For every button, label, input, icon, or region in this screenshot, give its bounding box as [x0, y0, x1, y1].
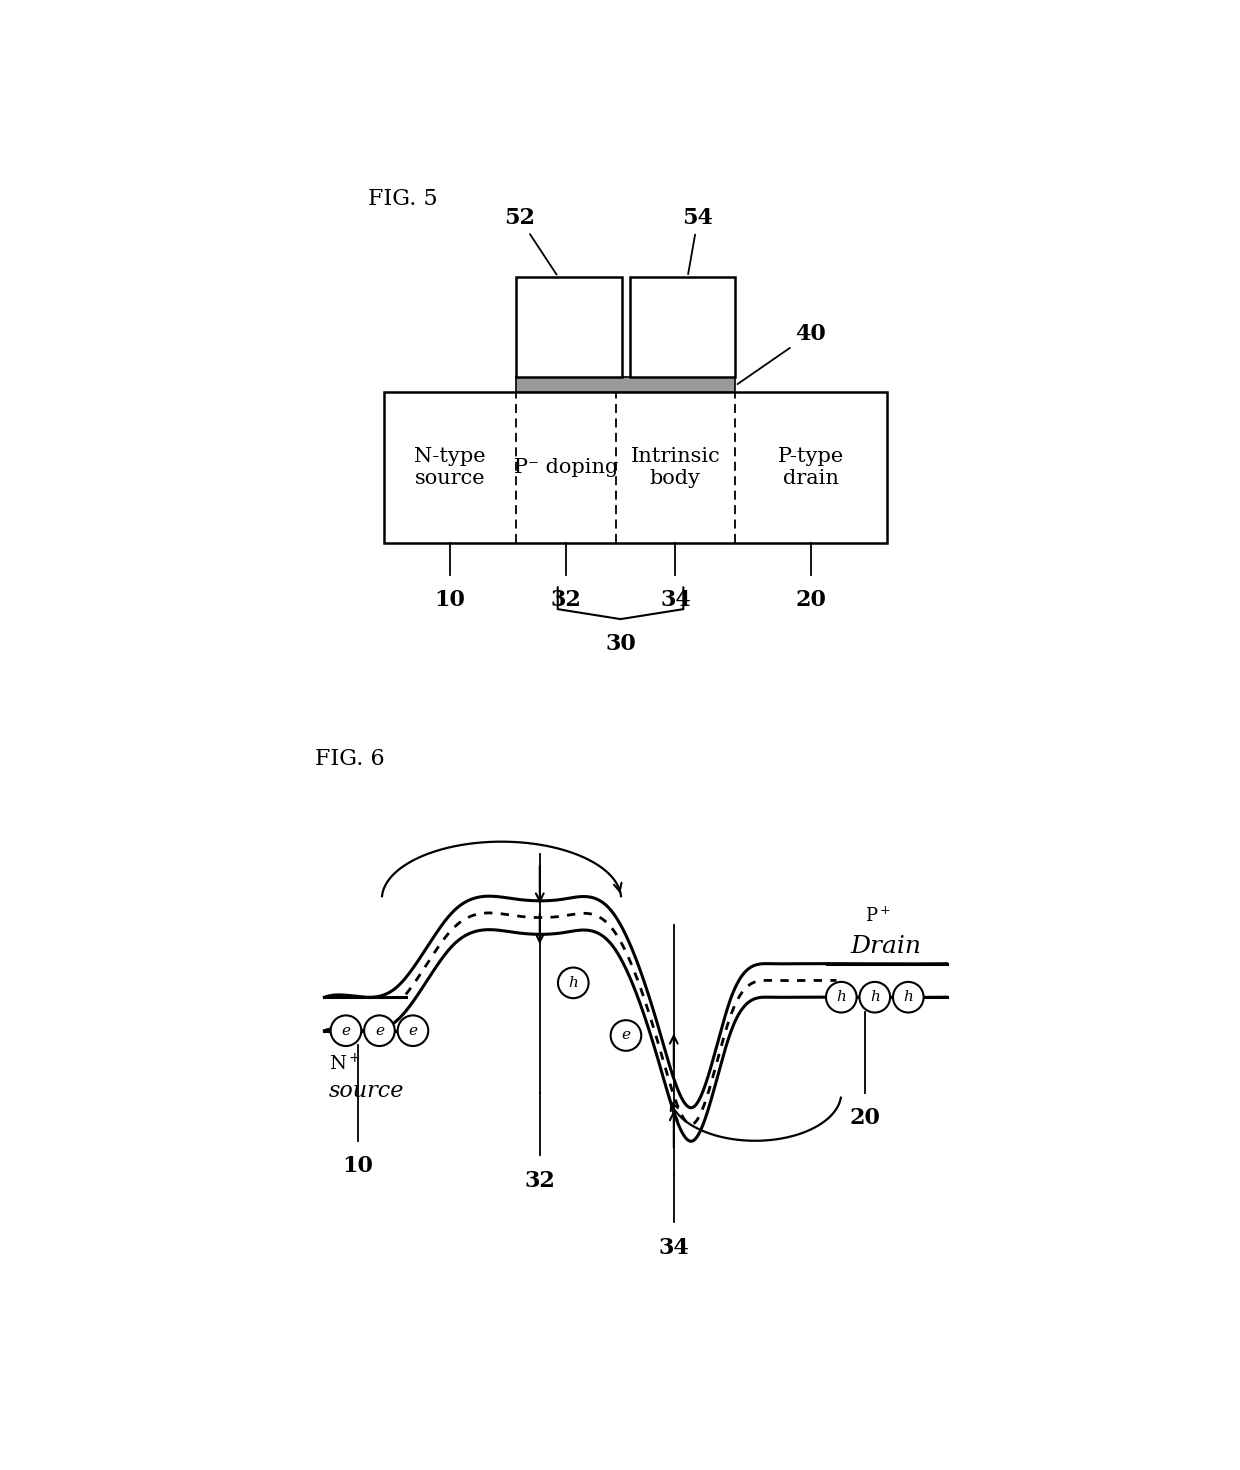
Text: e: e — [341, 1023, 351, 1038]
Text: e: e — [408, 1023, 418, 1038]
Text: Intrinsic
body: Intrinsic body — [630, 447, 720, 488]
Circle shape — [558, 967, 589, 998]
Text: 10: 10 — [342, 1155, 373, 1177]
Circle shape — [331, 1016, 361, 1047]
Circle shape — [365, 1016, 394, 1047]
Text: 40: 40 — [738, 323, 826, 384]
Text: h: h — [836, 991, 846, 1004]
Text: 20: 20 — [796, 589, 826, 612]
Text: 54: 54 — [682, 207, 713, 275]
Text: 52: 52 — [503, 207, 557, 275]
Text: source: source — [329, 1079, 404, 1101]
Text: 34: 34 — [658, 1236, 689, 1258]
Text: h: h — [568, 976, 578, 989]
Text: e: e — [374, 1023, 384, 1038]
Circle shape — [859, 982, 890, 1013]
Text: 30: 30 — [605, 634, 636, 656]
Bar — [384, 392, 887, 544]
Text: N-type
source: N-type source — [414, 447, 486, 488]
Text: Gate2: Gate2 — [649, 316, 715, 338]
Bar — [516, 276, 621, 376]
Text: N$^+$: N$^+$ — [329, 1054, 361, 1075]
Text: P$^+$: P$^+$ — [866, 906, 892, 926]
Text: Gate1: Gate1 — [536, 316, 603, 338]
Text: 32: 32 — [551, 589, 582, 612]
Text: 10: 10 — [434, 589, 465, 612]
Text: Drain: Drain — [851, 935, 921, 958]
Text: h: h — [870, 991, 879, 1004]
Text: 32: 32 — [525, 1170, 556, 1192]
Text: 34: 34 — [660, 589, 691, 612]
Circle shape — [826, 982, 857, 1013]
Bar — [630, 276, 735, 376]
Bar — [516, 376, 735, 392]
Text: P-type
drain: P-type drain — [777, 447, 844, 488]
Text: e: e — [621, 1029, 630, 1042]
Text: P⁻ doping: P⁻ doping — [513, 459, 618, 478]
Text: FIG. 5: FIG. 5 — [368, 188, 438, 210]
Text: 20: 20 — [849, 1107, 880, 1129]
Circle shape — [610, 1020, 641, 1051]
Circle shape — [893, 982, 924, 1013]
Circle shape — [398, 1016, 428, 1047]
Text: FIG. 6: FIG. 6 — [315, 748, 384, 770]
Text: h: h — [904, 991, 913, 1004]
